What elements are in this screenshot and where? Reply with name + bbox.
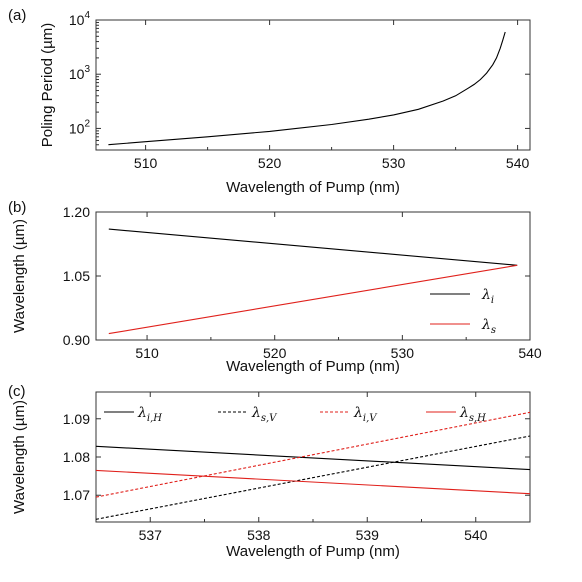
series-line-0 [108,31,506,146]
panel-label: (c) [8,383,26,400]
x-axis-title: Wavelength of Pump (nm) [226,179,400,196]
y-tick-label: 0.90 [63,332,90,348]
series-line-i-v [96,411,530,498]
series-line-i-h [96,445,530,471]
y-axis-title: Wavelength (µm) [11,219,28,333]
y-tick-label: 1.09 [63,411,90,427]
x-tick-label: 520 [263,345,287,361]
legend-label: λi,H [137,405,162,424]
x-tick-label: 539 [356,527,380,543]
y-axis-title: Wavelength (µm) [11,400,28,514]
series-line-s [108,264,518,335]
y-tick-label: 1.20 [63,204,90,220]
y-tick-exponent: 3 [84,64,90,75]
legend-label: λi [481,287,494,306]
panel-label: (b) [8,199,26,216]
legend-label: λs,V [251,405,278,424]
series-line-s-v [96,435,530,520]
x-tick-label: 540 [518,345,542,361]
y-tick-label: 1.07 [63,487,90,503]
y-tick-label: 1.05 [63,268,90,284]
panel-b: (b) 510 520 530 540 0.90 1.05 1.20 Wavelength of… [8,199,542,375]
x-tick-label: 530 [391,345,415,361]
plot-frame [95,19,531,151]
x-tick-label: 520 [258,155,282,171]
plot-frame [95,211,531,341]
y-tick-label: 102 [69,118,91,136]
y-tick-label: 103 [69,64,91,82]
series-line-i [108,228,518,266]
x-tick-label: 538 [247,527,271,543]
x-tick-label: 540 [464,527,488,543]
y-axis-title: Poling Period (µm) [39,23,56,148]
x-tick-label: 540 [506,155,530,171]
x-tick-label: 530 [382,155,406,171]
legend-label: λs [481,317,496,336]
y-tick-exponent: 4 [84,10,90,21]
y-tick-exponent: 2 [84,118,90,129]
x-tick-label: 537 [139,527,163,543]
panel-a: (a) 510 520 530 540 102 103 104 Wavelength of Pu… [8,7,531,196]
panel-label: (a) [8,7,26,24]
y-tick-label: 1.08 [63,449,90,465]
x-axis-title: Wavelength of Pump (nm) [226,543,400,560]
panel-c: (c) 537 538 539 540 1.07 1.08 1.09 Wavelength of… [8,383,531,560]
y-tick-label: 104 [69,10,91,28]
legend-label: λs,H [459,405,486,424]
x-tick-label: 510 [135,345,159,361]
legend-label: λi,V [353,405,378,424]
x-axis-title: Wavelength of Pump (nm) [226,358,400,375]
series-line-s-h [96,469,530,495]
x-tick-label: 510 [134,155,158,171]
